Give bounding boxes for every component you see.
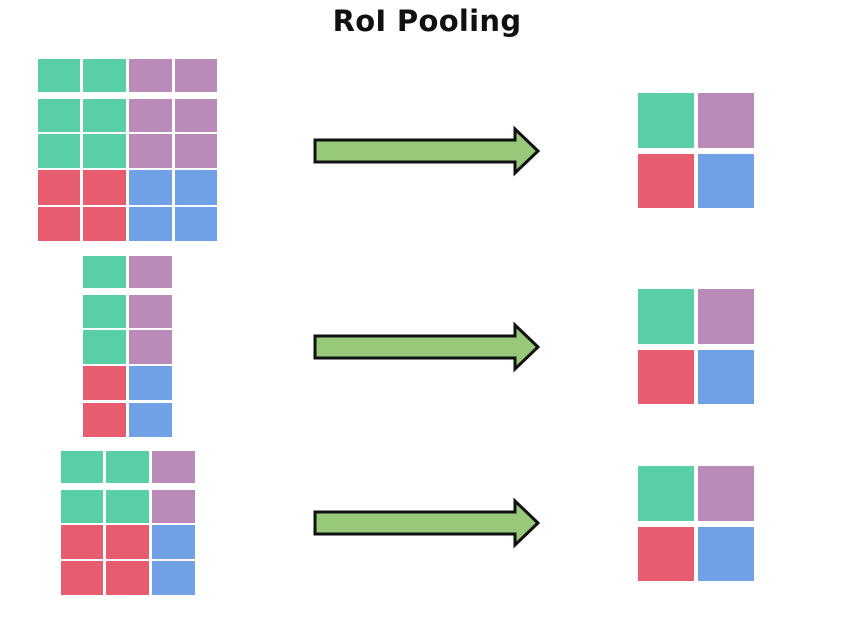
input-cell-red	[83, 366, 126, 400]
output-cell-purple	[698, 289, 754, 344]
input-cell-green	[83, 330, 126, 364]
input-cell-red	[106, 561, 149, 595]
input-cell-purple	[129, 59, 172, 92]
input-cell-blue	[129, 207, 172, 241]
input-cell-red	[83, 170, 126, 205]
input-cell-purple	[175, 134, 217, 168]
input-cell-blue	[152, 525, 195, 559]
input-cell-red	[38, 207, 80, 241]
output-cell-blue	[698, 154, 754, 208]
roi-narrow-pooled-output	[638, 289, 754, 404]
input-cell-purple	[129, 99, 172, 132]
input-cell-green	[106, 490, 149, 523]
output-cell-green	[638, 289, 694, 344]
roi-wide-input-grid	[38, 59, 217, 241]
input-cell-green	[61, 451, 103, 483]
input-cell-purple	[152, 490, 195, 523]
right-arrow-icon	[313, 497, 541, 549]
input-cell-purple	[129, 295, 172, 328]
input-cell-blue	[152, 561, 195, 595]
input-cell-green	[83, 99, 126, 132]
input-cell-blue	[175, 170, 217, 205]
input-cell-red	[38, 170, 80, 205]
input-cell-green	[38, 134, 80, 168]
input-cell-green	[61, 490, 103, 523]
input-cell-purple	[175, 59, 217, 92]
input-cell-red	[106, 525, 149, 559]
roi-wide-pooled-output	[638, 93, 754, 208]
roi-narrow-input-grid	[83, 256, 172, 437]
diagram-title: RoI Pooling	[332, 4, 522, 38]
output-cell-red	[638, 350, 694, 404]
input-cell-red	[83, 207, 126, 241]
input-cell-blue	[129, 403, 172, 437]
input-cell-green	[38, 59, 80, 92]
output-cell-green	[638, 466, 694, 521]
output-cell-purple	[698, 93, 754, 148]
input-cell-green	[83, 134, 126, 168]
output-grids	[638, 93, 754, 581]
input-cell-green	[83, 256, 126, 288]
output-cell-blue	[698, 527, 754, 581]
input-cell-purple	[175, 99, 217, 132]
input-cell-green	[83, 295, 126, 328]
input-cell-red	[83, 403, 126, 437]
right-arrow-icon	[313, 321, 541, 373]
arrows	[313, 125, 541, 549]
output-cell-blue	[698, 350, 754, 404]
input-cell-blue	[175, 207, 217, 241]
input-cell-green	[106, 451, 149, 483]
input-cell-green	[38, 99, 80, 132]
input-cell-purple	[129, 256, 172, 288]
input-cell-purple	[152, 451, 195, 483]
input-cell-purple	[129, 330, 172, 364]
output-cell-purple	[698, 466, 754, 521]
right-arrow-icon	[313, 125, 541, 177]
output-cell-red	[638, 527, 694, 581]
output-cell-red	[638, 154, 694, 208]
input-cell-red	[61, 525, 103, 559]
input-cell-purple	[129, 134, 172, 168]
input-cell-blue	[129, 366, 172, 400]
input-cell-green	[83, 59, 126, 92]
output-cell-green	[638, 93, 694, 148]
roi-medium-input-grid	[61, 451, 195, 595]
input-cell-red	[61, 561, 103, 595]
input-cell-blue	[129, 170, 172, 205]
roi-medium-pooled-output	[638, 466, 754, 581]
input-grids	[38, 59, 217, 595]
